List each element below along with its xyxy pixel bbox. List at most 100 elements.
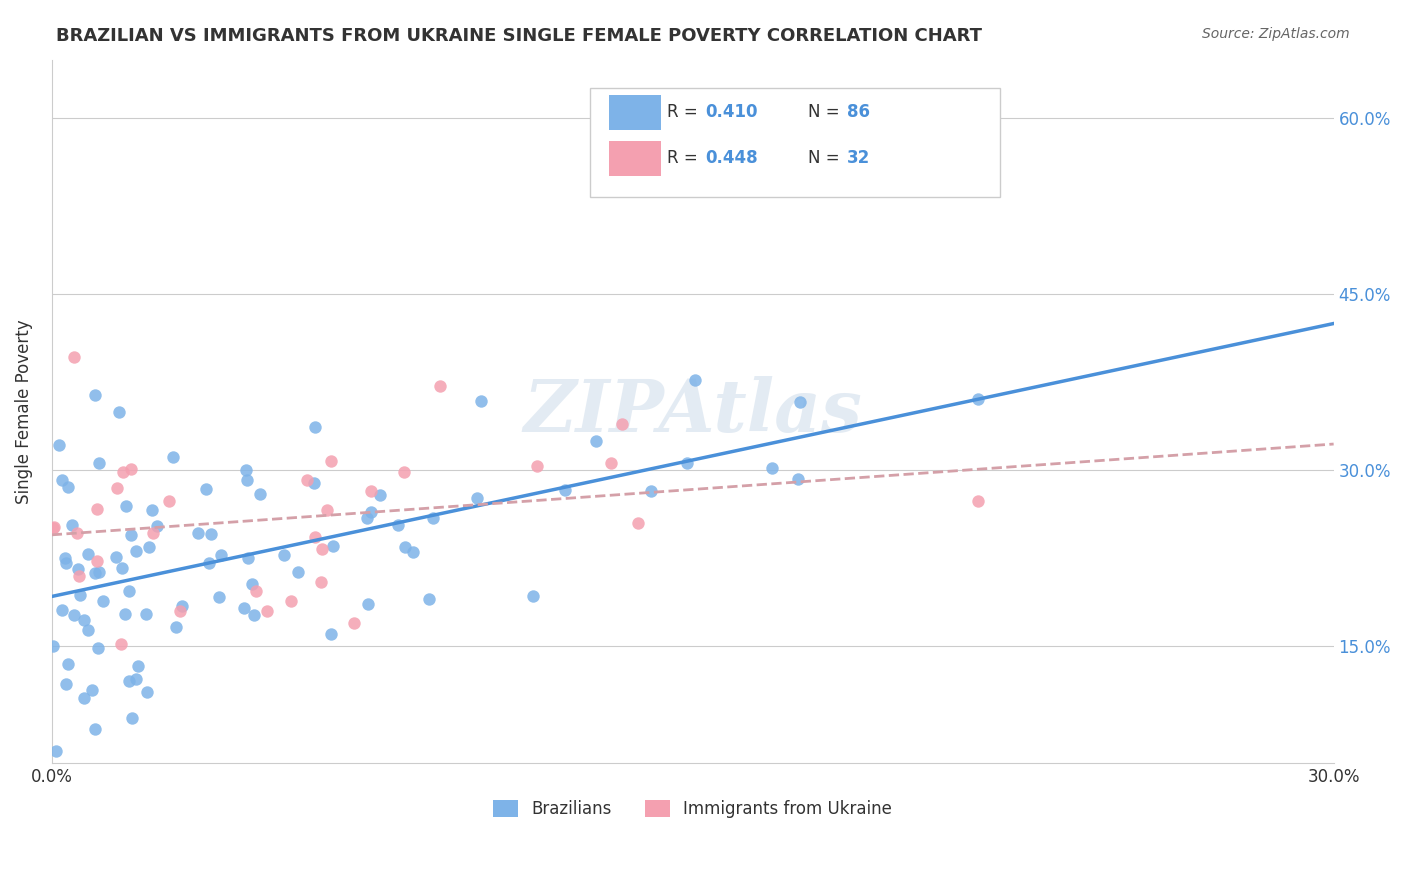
Point: [53, 551, 76, 566]
Point: [209, 548, 232, 562]
Point: [360, 505, 382, 519]
Point: [142, 525, 165, 540]
Point: [77, 547, 100, 561]
Point: [87, 456, 110, 470]
Point: [63, 350, 86, 364]
Point: [235, 462, 257, 476]
Point: [236, 550, 259, 565]
Text: 0.410: 0.410: [706, 103, 758, 121]
Point: [676, 456, 699, 470]
Point: [48, 437, 70, 451]
Point: [232, 601, 254, 615]
Point: [84, 722, 107, 736]
Point: [787, 472, 810, 486]
Text: ZIPAtlas: ZIPAtlas: [523, 376, 862, 447]
Point: [522, 589, 544, 603]
Point: [66, 525, 89, 540]
Point: [42, 521, 65, 535]
Point: [67, 568, 90, 582]
Point: [84, 388, 107, 402]
Point: [280, 594, 302, 608]
Point: [465, 491, 488, 505]
Point: [62, 608, 84, 623]
Text: 32: 32: [846, 149, 870, 167]
Point: [138, 540, 160, 554]
Point: [135, 685, 157, 699]
Point: [42, 520, 65, 534]
Point: [243, 607, 266, 622]
Point: [162, 450, 184, 464]
Point: [120, 462, 142, 476]
Point: [42, 639, 65, 653]
Point: [789, 395, 811, 409]
Point: [157, 494, 180, 508]
Point: [112, 466, 135, 480]
Point: [55, 677, 77, 691]
Point: [612, 417, 634, 431]
Point: [319, 626, 342, 640]
Point: [627, 516, 650, 530]
Point: [470, 394, 492, 409]
Point: [392, 466, 415, 480]
Point: [249, 487, 271, 501]
Point: [302, 476, 325, 491]
FancyBboxPatch shape: [609, 141, 661, 176]
Point: [422, 511, 444, 525]
Point: [118, 584, 141, 599]
Point: [56, 479, 79, 493]
Y-axis label: Single Female Poverty: Single Female Poverty: [15, 319, 32, 504]
Point: [319, 454, 342, 468]
Point: [966, 392, 988, 407]
Point: [360, 483, 382, 498]
Point: [91, 594, 114, 608]
Point: [73, 613, 96, 627]
Point: [526, 458, 548, 473]
Point: [200, 527, 222, 541]
Point: [170, 599, 193, 613]
Point: [187, 525, 209, 540]
Point: [585, 434, 607, 449]
Point: [45, 744, 67, 758]
Point: [402, 545, 425, 559]
Text: 86: 86: [846, 103, 869, 121]
FancyBboxPatch shape: [591, 87, 1000, 197]
Point: [67, 562, 90, 576]
Point: [169, 604, 191, 618]
Point: [114, 500, 136, 514]
Point: [236, 473, 259, 487]
Point: [146, 519, 169, 533]
Point: [118, 673, 141, 688]
Point: [600, 456, 623, 470]
Text: R =: R =: [666, 103, 703, 121]
Point: [418, 592, 440, 607]
Point: [197, 557, 219, 571]
Point: [69, 588, 91, 602]
Point: [58, 657, 80, 672]
Point: [73, 691, 96, 706]
Point: [111, 561, 134, 575]
Point: [370, 488, 392, 502]
Point: [104, 550, 127, 565]
Legend: Brazilians, Immigrants from Ukraine: Brazilians, Immigrants from Ukraine: [486, 794, 898, 825]
Point: [429, 379, 451, 393]
Point: [315, 503, 337, 517]
Point: [110, 637, 132, 651]
Point: [761, 461, 783, 475]
FancyBboxPatch shape: [609, 95, 661, 130]
Point: [55, 556, 77, 570]
Point: [165, 620, 187, 634]
Point: [208, 591, 231, 605]
Point: [309, 574, 332, 589]
Point: [120, 528, 142, 542]
Point: [357, 597, 380, 611]
Point: [141, 503, 163, 517]
Text: N =: N =: [808, 149, 845, 167]
Point: [240, 576, 263, 591]
Point: [127, 658, 149, 673]
Point: [83, 566, 105, 581]
Point: [87, 640, 110, 655]
Point: [683, 373, 706, 387]
Text: R =: R =: [666, 149, 703, 167]
Point: [304, 530, 326, 544]
Point: [322, 539, 344, 553]
